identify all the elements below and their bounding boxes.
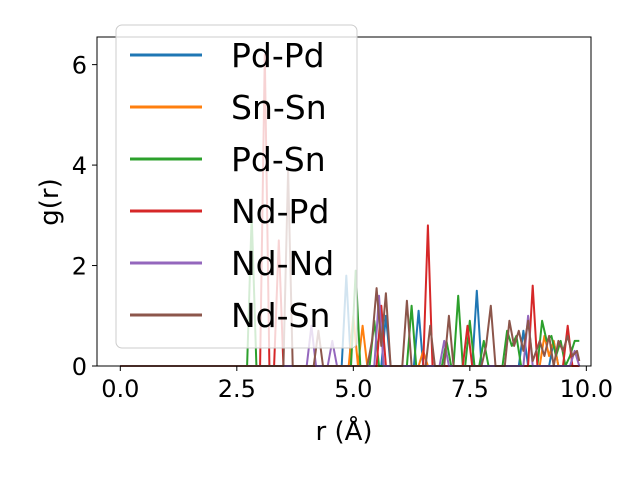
legend-label-pd-pd: Pd-Pd <box>231 36 325 75</box>
x-axis-label: r (Å) <box>315 415 372 447</box>
y-axis-label: g(r) <box>35 178 65 225</box>
legend-label-nd-sn: Nd-Sn <box>231 296 330 335</box>
x-tick-label: 7.5 <box>451 375 489 403</box>
legend-label-sn-sn: Sn-Sn <box>231 88 327 127</box>
y-tick-label: 2 <box>72 253 87 281</box>
legend-label-nd-nd: Nd-Nd <box>231 244 334 283</box>
x-tick-label: 10.0 <box>560 375 613 403</box>
legend: Pd-Pd Sn-Sn Pd-Sn Nd-Pd Nd-Nd Nd-Sn <box>115 24 358 349</box>
x-tick-label: 5.0 <box>334 375 372 403</box>
y-tick-label: 0 <box>72 353 87 381</box>
x-tick-label: 2.5 <box>218 375 256 403</box>
legend-label-nd-pd: Nd-Pd <box>231 192 329 231</box>
y-tick-label: 4 <box>72 152 87 180</box>
y-tick-label: 6 <box>72 52 87 80</box>
legend-label-pd-sn: Pd-Sn <box>231 140 326 179</box>
ticks-layer: 0.0 2.5 5.0 7.5 10.0 0 2 4 6 <box>72 52 613 403</box>
x-tick-label: 0.0 <box>101 375 139 403</box>
